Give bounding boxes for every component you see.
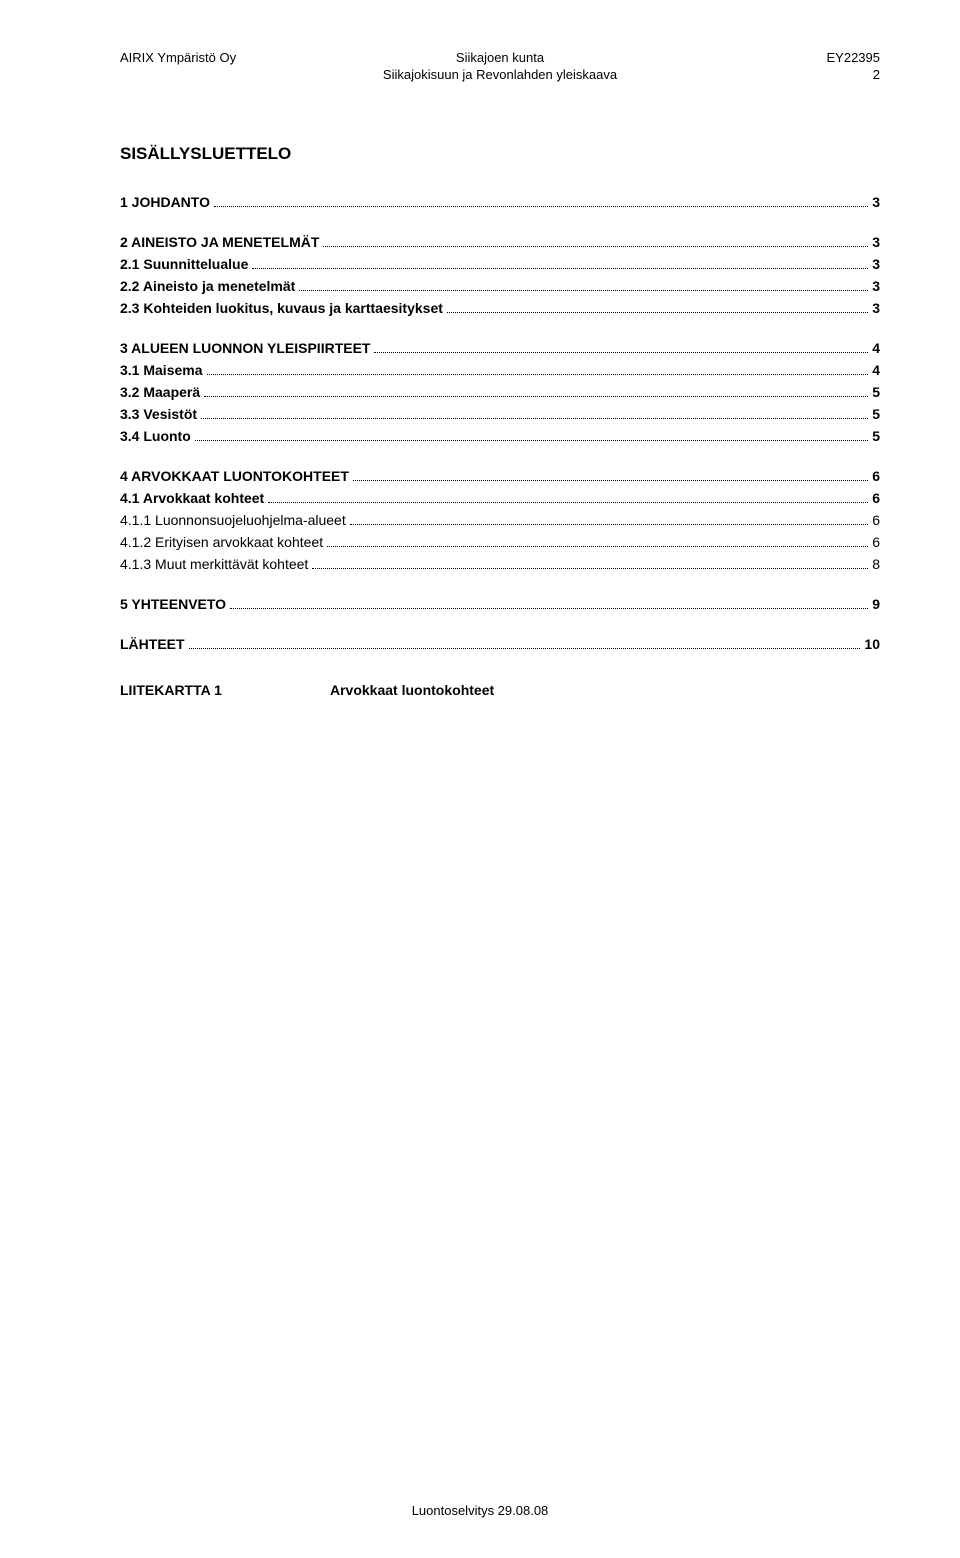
toc-entry-page: 9 bbox=[872, 596, 880, 612]
toc-entry: 2 AINEISTO JA MENETELMÄT 3 bbox=[120, 234, 880, 250]
toc-entry: 2.3 Kohteiden luokitus, kuvaus ja kartta… bbox=[120, 300, 880, 316]
header-company: AIRIX Ympäristö Oy bbox=[120, 50, 337, 67]
toc-leader-dots bbox=[268, 502, 868, 503]
toc-entry: 4.1.1 Luonnonsuojeluohjelma-alueet 6 bbox=[120, 512, 880, 528]
toc-entry: 2.2 Aineisto ja menetelmät 3 bbox=[120, 278, 880, 294]
toc-entry: 3.3 Vesistöt 5 bbox=[120, 406, 880, 422]
toc-entry: 4.1.3 Muut merkittävät kohteet 8 bbox=[120, 556, 880, 572]
toc-leader-dots bbox=[323, 246, 868, 247]
toc-leader-dots bbox=[214, 206, 868, 207]
toc-entry-label: 2 AINEISTO JA MENETELMÄT bbox=[120, 234, 319, 250]
toc-entry-label: 3.4 Luonto bbox=[120, 428, 191, 444]
toc-entry: 3.4 Luonto 5 bbox=[120, 428, 880, 444]
toc-entry-page: 5 bbox=[872, 428, 880, 444]
toc-entry-label: 4 ARVOKKAAT LUONTOKOHTEET bbox=[120, 468, 349, 484]
page-header: AIRIX Ympäristö Oy Siikajoen kunta Siika… bbox=[120, 50, 880, 84]
appendix-row: LIITEKARTTA 1 Arvokkaat luontokohteet bbox=[120, 682, 880, 698]
toc-entry-label: 2.3 Kohteiden luokitus, kuvaus ja kartta… bbox=[120, 300, 443, 316]
toc-entry: 3.2 Maaperä 5 bbox=[120, 384, 880, 400]
toc-entry-page: 5 bbox=[872, 384, 880, 400]
toc-entry-label: 4.1 Arvokkaat kohteet bbox=[120, 490, 264, 506]
toc-entry-page: 3 bbox=[872, 194, 880, 210]
toc-entry: 3 ALUEEN LUONNON YLEISPIIRTEET 4 bbox=[120, 340, 880, 356]
toc-leader-dots bbox=[350, 524, 868, 525]
toc-entry: LÄHTEET 10 bbox=[120, 636, 880, 652]
toc-entry: 4.1 Arvokkaat kohteet 6 bbox=[120, 490, 880, 506]
toc-leader-dots bbox=[207, 374, 869, 375]
toc-leader-dots bbox=[327, 546, 868, 547]
toc-leader-dots bbox=[312, 568, 868, 569]
toc-leader-dots bbox=[299, 290, 868, 291]
toc-entry-label: 3 ALUEEN LUONNON YLEISPIIRTEET bbox=[120, 340, 370, 356]
toc-entry: 5 YHTEENVETO 9 bbox=[120, 596, 880, 612]
toc-entry: 2.1 Suunnittelualue 3 bbox=[120, 256, 880, 272]
appendix-text: Arvokkaat luontokohteet bbox=[330, 682, 494, 698]
toc-entry-page: 8 bbox=[872, 556, 880, 572]
toc-leader-dots bbox=[447, 312, 868, 313]
header-plan-name: Siikajokisuun ja Revonlahden yleiskaava bbox=[337, 67, 663, 84]
toc-entry-label: 1 JOHDANTO bbox=[120, 194, 210, 210]
toc-leader-dots bbox=[195, 440, 868, 441]
toc-title: SISÄLLYSLUETTELO bbox=[120, 144, 880, 164]
toc-entry-label: 4.1.2 Erityisen arvokkaat kohteet bbox=[120, 534, 323, 550]
toc-container: 1 JOHDANTO32 AINEISTO JA MENETELMÄT32.1 … bbox=[120, 194, 880, 652]
toc-entry-label: LÄHTEET bbox=[120, 636, 185, 652]
toc-entry-page: 4 bbox=[872, 362, 880, 378]
toc-entry: 1 JOHDANTO 3 bbox=[120, 194, 880, 210]
toc-entry-label: 3.1 Maisema bbox=[120, 362, 203, 378]
toc-entry-label: 2.2 Aineisto ja menetelmät bbox=[120, 278, 295, 294]
toc-leader-dots bbox=[189, 648, 861, 649]
header-right: EY22395 2 bbox=[663, 50, 880, 84]
toc-entry-label: 4.1.3 Muut merkittävät kohteet bbox=[120, 556, 308, 572]
toc-leader-dots bbox=[201, 418, 868, 419]
toc-leader-dots bbox=[230, 608, 868, 609]
toc-entry-label: 3.2 Maaperä bbox=[120, 384, 200, 400]
toc-entry: 4.1.2 Erityisen arvokkaat kohteet 6 bbox=[120, 534, 880, 550]
toc-entry-page: 6 bbox=[872, 490, 880, 506]
toc-entry-page: 5 bbox=[872, 406, 880, 422]
toc-entry: 4 ARVOKKAAT LUONTOKOHTEET 6 bbox=[120, 468, 880, 484]
toc-entry-label: 2.1 Suunnittelualue bbox=[120, 256, 248, 272]
toc-entry-label: 4.1.1 Luonnonsuojeluohjelma-alueet bbox=[120, 512, 346, 528]
toc-leader-dots bbox=[353, 480, 868, 481]
toc-entry-page: 6 bbox=[872, 468, 880, 484]
appendix-label: LIITEKARTTA 1 bbox=[120, 682, 330, 698]
toc-leader-dots bbox=[204, 396, 868, 397]
page-footer: Luontoselvitys 29.08.08 bbox=[0, 1503, 960, 1518]
toc-entry-page: 3 bbox=[872, 300, 880, 316]
toc-entry-label: 3.3 Vesistöt bbox=[120, 406, 197, 422]
header-center: Siikajoen kunta Siikajokisuun ja Revonla… bbox=[337, 50, 663, 84]
header-page-number: 2 bbox=[663, 67, 880, 84]
toc-entry-label: 5 YHTEENVETO bbox=[120, 596, 226, 612]
toc-entry-page: 3 bbox=[872, 234, 880, 250]
toc-leader-dots bbox=[252, 268, 868, 269]
toc-entry-page: 10 bbox=[864, 636, 880, 652]
toc-entry-page: 6 bbox=[872, 512, 880, 528]
header-municipality: Siikajoen kunta bbox=[337, 50, 663, 67]
toc-entry-page: 3 bbox=[872, 256, 880, 272]
toc-leader-dots bbox=[374, 352, 868, 353]
toc-entry-page: 3 bbox=[872, 278, 880, 294]
toc-entry: 3.1 Maisema 4 bbox=[120, 362, 880, 378]
toc-entry-page: 6 bbox=[872, 534, 880, 550]
header-left: AIRIX Ympäristö Oy bbox=[120, 50, 337, 84]
document-page: AIRIX Ympäristö Oy Siikajoen kunta Siika… bbox=[0, 0, 960, 1558]
toc-entry-page: 4 bbox=[872, 340, 880, 356]
header-project-id: EY22395 bbox=[663, 50, 880, 67]
